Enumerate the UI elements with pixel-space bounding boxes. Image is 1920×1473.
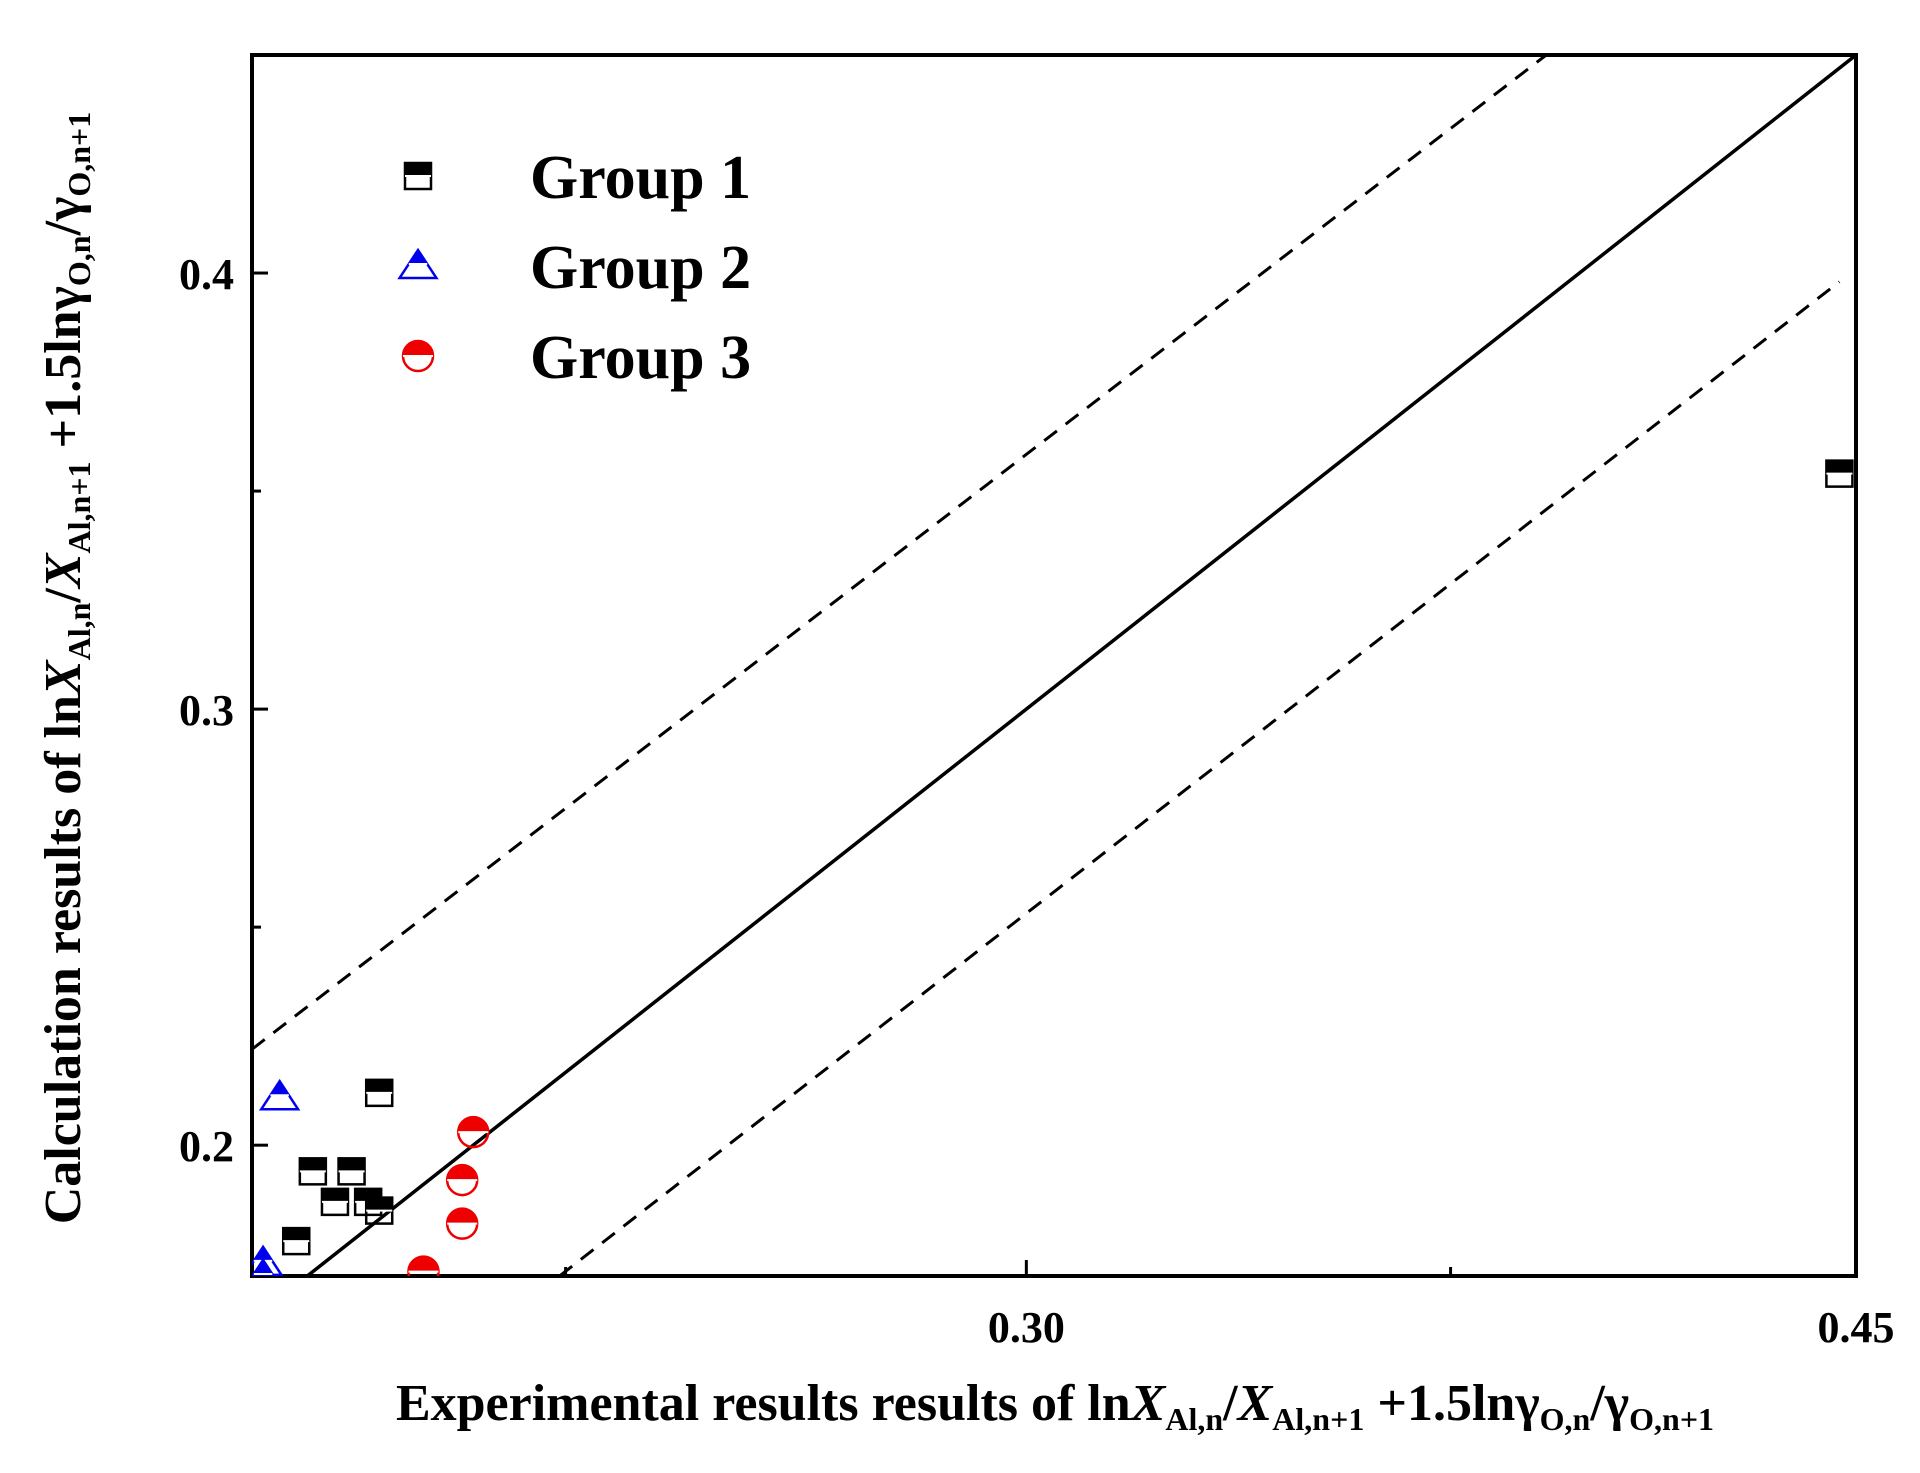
dashed-bound-line-2 — [558, 280, 1841, 1276]
data-point-group-2 — [252, 1257, 276, 1276]
data-point-group-1 — [364, 1196, 394, 1225]
identity-line — [304, 55, 1856, 1276]
data-point-group-3 — [456, 1115, 490, 1149]
data-point-group-1 — [337, 1157, 366, 1186]
legend-marker-group-3 — [401, 339, 435, 373]
data-point-group-3 — [407, 1255, 440, 1276]
legend-marker-group-1 — [403, 161, 433, 191]
data-point-group-3 — [445, 1163, 479, 1197]
legend-label-group-3: Group 3 — [530, 324, 751, 392]
data-point-group-1 — [1825, 459, 1854, 488]
legend: Group 1 Group 2 Group 3 — [397, 144, 751, 392]
x-axis-label: Experimental results results of lnXAl,n/… — [396, 1375, 1714, 1437]
y-tick-label: 0.3 — [179, 686, 234, 735]
legend-marker-group-2 — [397, 247, 439, 280]
legend-label-group-1: Group 1 — [530, 144, 751, 212]
x-tick-label: 0.45 — [1818, 1303, 1895, 1352]
data-point-group-1 — [298, 1157, 328, 1186]
data-point-group-1 — [364, 1078, 394, 1108]
y-tick-label: 0.2 — [179, 1122, 234, 1171]
data-point-group-1 — [320, 1187, 350, 1217]
dashed-bound-line-1 — [252, 55, 1548, 1051]
data-point-group-2 — [258, 1078, 301, 1111]
x-tick-label: 0.30 — [988, 1303, 1065, 1352]
plot-frame — [250, 53, 1858, 1278]
y-axis-label: Calculation results of lnXAl,n/XAl,n+1 +… — [35, 112, 97, 1225]
data-point-group-3 — [445, 1207, 479, 1240]
y-tick-label: 0.4 — [179, 250, 234, 299]
legend-label-group-2: Group 2 — [530, 234, 751, 302]
data-point-group-1 — [281, 1226, 311, 1256]
